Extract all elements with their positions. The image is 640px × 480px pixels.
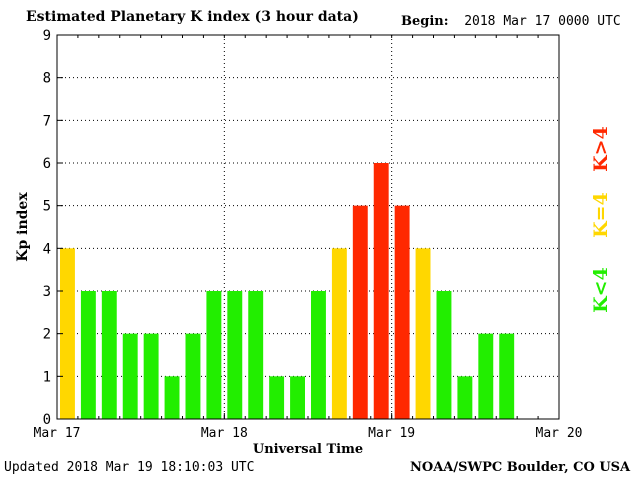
legend-k-below-4: K<4 xyxy=(590,267,612,313)
kp-bar xyxy=(122,333,138,419)
legend-k-equal-4: K=4 xyxy=(590,192,612,238)
kp-bar xyxy=(499,333,515,419)
kp-bar xyxy=(185,333,201,419)
kp-bar xyxy=(457,376,473,419)
y-tick-label: 4 xyxy=(43,241,51,257)
y-tick-label: 8 xyxy=(43,71,51,87)
begin-label: Begin: xyxy=(401,14,449,29)
kp-bar xyxy=(143,333,159,419)
credit-line: NOAA/SWPC Boulder, CO USA xyxy=(410,460,631,475)
y-tick-label: 9 xyxy=(43,28,51,44)
x-axis-label: Universal Time xyxy=(253,442,363,457)
x-tick-label: Mar 17 xyxy=(34,426,81,441)
kp-bar xyxy=(436,291,452,419)
kp-bar xyxy=(227,291,243,419)
kp-bar xyxy=(290,376,305,419)
y-tick-label: 1 xyxy=(43,369,51,385)
kp-bar xyxy=(415,248,431,419)
kp-bar xyxy=(248,291,264,419)
x-tick-label: Mar 20 xyxy=(536,426,583,441)
y-axis-label: Kp index xyxy=(15,192,31,262)
kp-bar xyxy=(352,205,368,419)
begin-info: Begin: 2018 Mar 17 0000 UTC xyxy=(401,14,621,29)
x-tick-label: Mar 18 xyxy=(201,426,248,441)
begin-value: 2018 Mar 17 0000 UTC xyxy=(464,14,621,29)
kp-bar xyxy=(394,205,410,419)
kp-bar xyxy=(60,248,75,419)
y-tick-label: 7 xyxy=(43,113,51,129)
y-tick-label: 0 xyxy=(43,412,51,428)
bars-layer xyxy=(60,163,515,419)
updated-timestamp: Updated 2018 Mar 19 18:10:03 UTC xyxy=(4,460,255,475)
kp-bar xyxy=(478,333,494,419)
y-tick-label: 2 xyxy=(43,327,51,343)
kp-bar xyxy=(101,291,117,419)
legend-k-above-4: K>4 xyxy=(590,126,612,172)
x-ticks: Mar 17 Mar 18 Mar 19 Mar 20 xyxy=(34,35,583,441)
kp-bar xyxy=(269,376,285,419)
y-tick-label: 5 xyxy=(43,199,51,215)
kp-bar xyxy=(373,163,389,419)
x-tick-label: Mar 19 xyxy=(368,426,415,441)
kp-bar xyxy=(206,291,222,419)
kp-bar xyxy=(164,376,180,419)
kp-bar xyxy=(331,248,347,419)
kp-bar xyxy=(311,291,326,419)
y-tick-label: 6 xyxy=(43,156,51,172)
page-title: Estimated Planetary K index (3 hour data… xyxy=(26,9,359,25)
y-ticks: 0 1 2 3 4 5 6 7 8 9 xyxy=(43,28,63,428)
grid-layer xyxy=(57,35,559,419)
y-tick-label: 3 xyxy=(43,284,51,300)
kp-bar xyxy=(80,291,96,419)
